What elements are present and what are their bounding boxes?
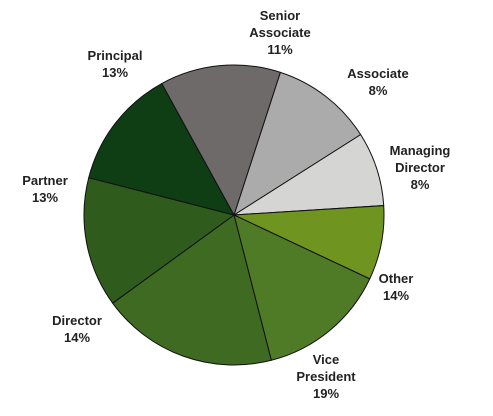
slice-label-partner: Partner 13%	[22, 173, 68, 205]
slice-label-vice-president: Vice President 19%	[296, 352, 356, 401]
slice-category: Director	[395, 160, 445, 175]
pie-slice-principal	[161, 64, 281, 216]
slice-percent: 8%	[369, 83, 388, 98]
pie-slices	[83, 64, 385, 366]
slice-percent: 11%	[267, 42, 293, 57]
slice-percent: 13%	[102, 65, 128, 80]
slice-percent: 14%	[383, 288, 409, 303]
slice-category: President	[296, 369, 356, 384]
slice-category: Senior	[260, 8, 300, 23]
pie-slice-partner	[88, 83, 235, 216]
slice-category: Associate	[249, 25, 310, 40]
slice-category: Other	[379, 271, 414, 286]
slice-percent: 8%	[411, 177, 430, 192]
slice-percent: 13%	[32, 190, 58, 205]
pie-slice-director	[83, 177, 235, 304]
slice-category: Managing	[390, 143, 451, 158]
pie-slice-other	[233, 214, 371, 361]
slice-category: Vice	[313, 352, 340, 367]
pie-slice-senior-associate	[233, 71, 362, 216]
slice-label-managing-director: Managing Director 8%	[390, 143, 451, 192]
slice-label-other: Other 14%	[379, 271, 414, 303]
pie-slice-vice-president	[112, 214, 272, 366]
slice-label-senior-associate: Senior Associate 11%	[249, 8, 310, 57]
pie-labels: Senior Associate 11% Associate 8% Managing Dir…	[22, 8, 450, 401]
slice-label-director: Director 14%	[52, 313, 102, 345]
slice-label-associate: Associate 8%	[347, 66, 408, 98]
slice-category: Director	[52, 313, 102, 328]
slice-category: Partner	[22, 173, 68, 188]
slice-percent: 19%	[313, 386, 339, 401]
slice-percent: 14%	[64, 330, 90, 345]
slice-category: Associate	[347, 66, 408, 81]
slice-label-principal: Principal 13%	[88, 48, 143, 80]
slice-category: Principal	[88, 48, 143, 63]
